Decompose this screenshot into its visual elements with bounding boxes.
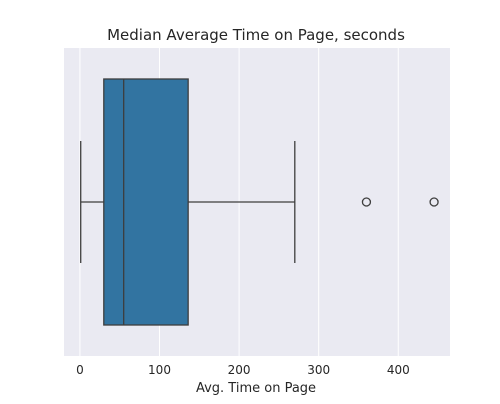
outlier-point <box>361 197 372 207</box>
x-axis-ticks: 0 100 200 300 400 <box>76 363 410 377</box>
x-tick-label: 100 <box>148 363 171 377</box>
box-plot <box>80 78 439 326</box>
outlier-point <box>429 197 439 207</box>
x-axis-label: Avg. Time on Page <box>196 381 316 396</box>
x-tick-label: 400 <box>387 363 410 377</box>
interquartile-box <box>103 78 189 326</box>
chart-title: Median Average Time on Page, seconds <box>107 26 405 44</box>
x-tick-label: 200 <box>228 363 251 377</box>
x-tick-label: 300 <box>307 363 330 377</box>
x-tick-label: 0 <box>76 363 84 377</box>
